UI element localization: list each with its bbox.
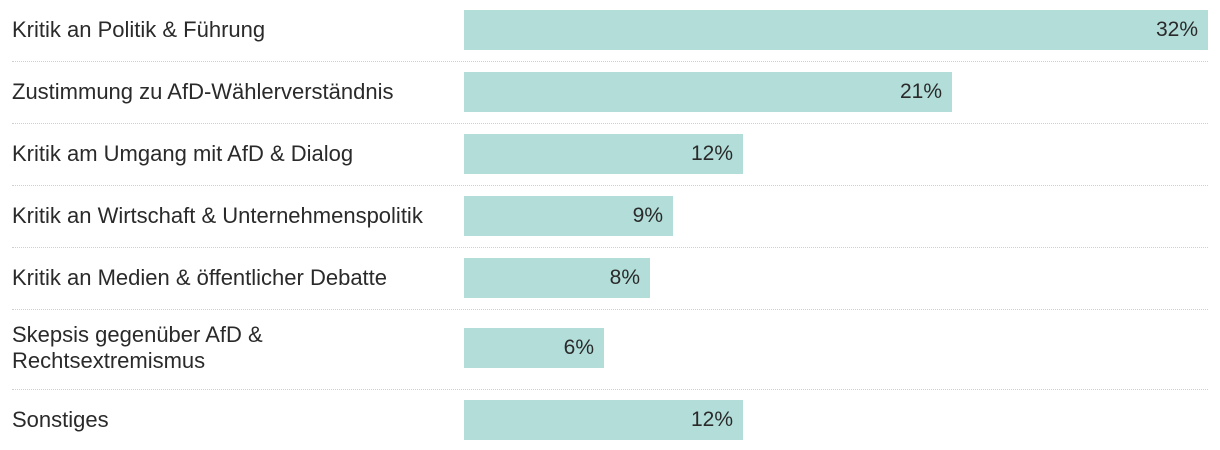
- bar: [464, 258, 650, 298]
- bar-value-label: 12%: [690, 142, 733, 165]
- row-divider: [12, 185, 1208, 186]
- row-divider: [12, 389, 1208, 390]
- category-label: Kritik am Umgang mit AfD & Dialog: [12, 141, 354, 166]
- row-divider: [12, 123, 1208, 124]
- row-divider: [12, 309, 1208, 310]
- bar: [464, 72, 952, 112]
- row-divider: [12, 247, 1208, 248]
- bar-value-label: 6%: [563, 336, 594, 359]
- category-label: Kritik an Medien & öffentlicher Debatte: [12, 265, 388, 290]
- bar: [464, 400, 743, 440]
- bar-value-label: 8%: [609, 266, 640, 289]
- category-label: Kritik an Politik & Führung: [12, 17, 266, 42]
- bar: [464, 196, 673, 236]
- bar-value-label: 12%: [690, 408, 733, 431]
- category-label: Sonstiges: [12, 407, 109, 432]
- bar: [464, 10, 1208, 50]
- category-label: Kritik an Wirtschaft & Unternehmenspolit…: [12, 203, 423, 228]
- bar-value-label: 32%: [1155, 18, 1198, 41]
- bar-value-label: 21%: [899, 80, 942, 103]
- bar-value-label: 9%: [632, 204, 663, 227]
- category-label: Zustimmung zu AfD-Wählerverständnis: [12, 79, 394, 104]
- row-divider: [12, 61, 1208, 62]
- bar: [464, 328, 604, 368]
- bar: [464, 134, 743, 174]
- category-label: Skepsis gegenüber AfD & Rechtsextremismu…: [12, 322, 263, 373]
